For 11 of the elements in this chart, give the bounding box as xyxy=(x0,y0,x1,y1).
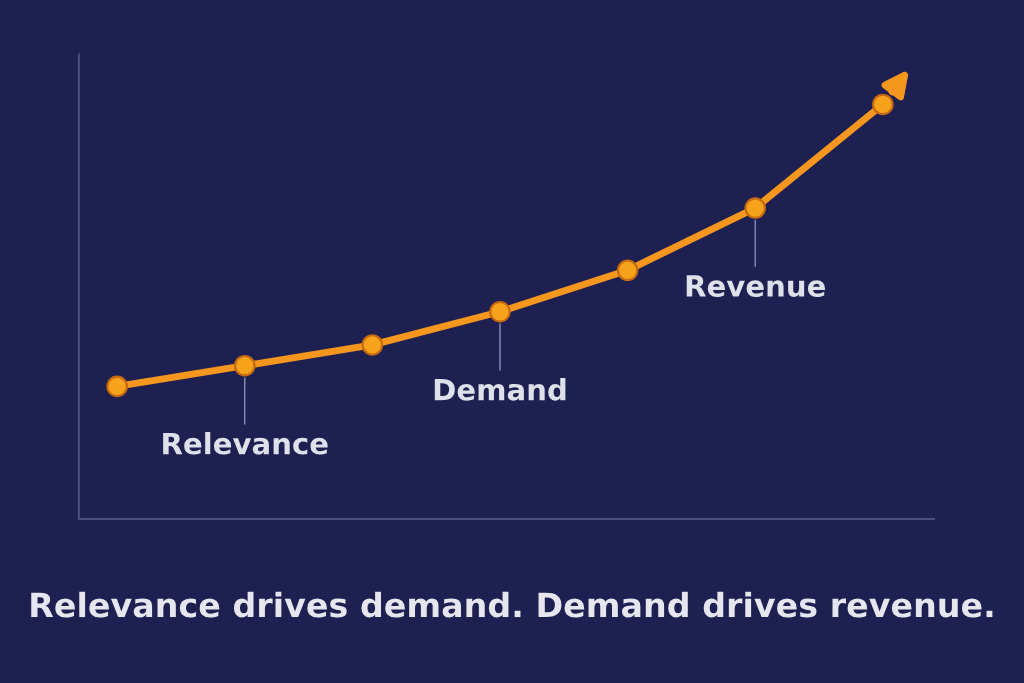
point xyxy=(744,197,766,219)
point xyxy=(106,375,128,398)
point xyxy=(361,334,384,356)
point xyxy=(872,93,894,116)
annotation: Demand xyxy=(434,378,566,401)
point xyxy=(233,354,256,377)
annotation: Revenue xyxy=(686,275,825,297)
text: Relevance drives demand. Demand drives revenue. xyxy=(31,591,993,618)
annotation: Relevance xyxy=(163,432,328,455)
point xyxy=(489,300,511,323)
point xyxy=(616,259,639,282)
